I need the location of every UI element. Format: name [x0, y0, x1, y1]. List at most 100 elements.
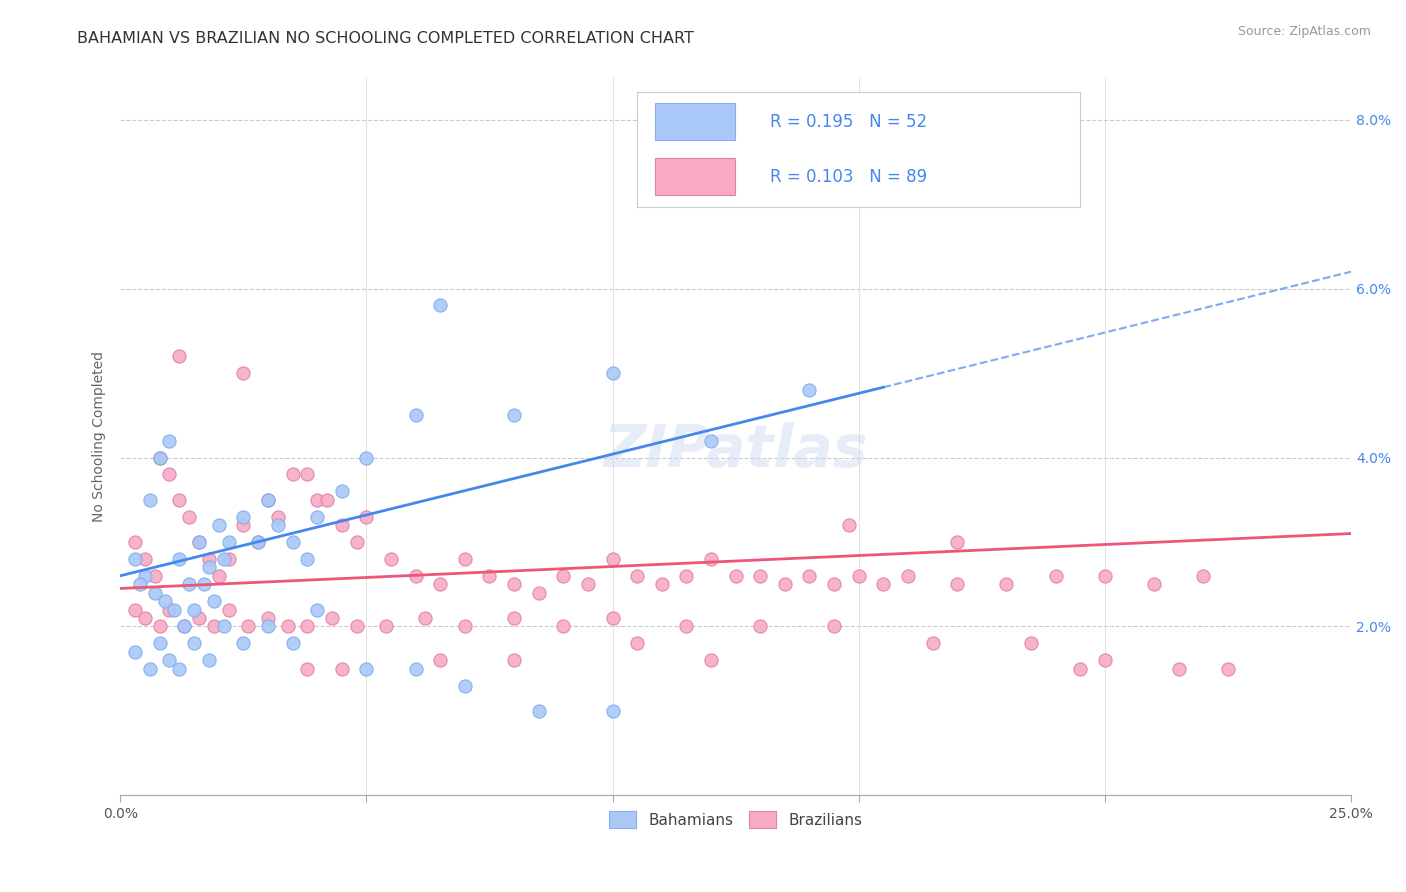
- Point: [179, 509, 201, 524]
- Point: [380, 552, 402, 566]
- Point: [405, 662, 427, 676]
- Point: [247, 535, 270, 549]
- Point: [405, 568, 427, 582]
- Point: [946, 577, 969, 591]
- Point: [297, 467, 319, 482]
- Point: [330, 518, 353, 533]
- Point: [281, 636, 304, 650]
- Point: [1167, 662, 1189, 676]
- Point: [183, 636, 205, 650]
- Point: [602, 366, 624, 380]
- Point: [163, 602, 186, 616]
- Point: [316, 492, 339, 507]
- Point: [232, 518, 254, 533]
- Point: [232, 366, 254, 380]
- Point: [724, 568, 747, 582]
- Point: [454, 552, 477, 566]
- Point: [946, 535, 969, 549]
- Point: [823, 619, 845, 633]
- Point: [307, 509, 329, 524]
- Point: [183, 602, 205, 616]
- Point: [1094, 653, 1116, 667]
- Point: [321, 611, 343, 625]
- Point: [218, 552, 240, 566]
- Point: [134, 552, 156, 566]
- Text: Source: ZipAtlas.com: Source: ZipAtlas.com: [1237, 25, 1371, 38]
- Point: [503, 409, 526, 423]
- Point: [208, 518, 231, 533]
- Point: [749, 619, 772, 633]
- Point: [478, 568, 501, 582]
- Point: [202, 619, 225, 633]
- Point: [848, 568, 870, 582]
- Point: [173, 619, 195, 633]
- Point: [527, 704, 550, 718]
- Point: [346, 535, 368, 549]
- Point: [134, 568, 156, 582]
- Point: [124, 552, 146, 566]
- Point: [749, 568, 772, 582]
- Point: [124, 602, 146, 616]
- Point: [995, 577, 1018, 591]
- Point: [198, 552, 221, 566]
- Point: [527, 585, 550, 599]
- Point: [124, 535, 146, 549]
- Point: [921, 636, 943, 650]
- Point: [626, 568, 648, 582]
- Point: [307, 602, 329, 616]
- Point: [212, 619, 235, 633]
- Point: [651, 577, 673, 591]
- Point: [159, 467, 181, 482]
- Point: [330, 484, 353, 499]
- Point: [149, 636, 172, 650]
- Point: [454, 619, 477, 633]
- Point: [1216, 662, 1239, 676]
- Point: [238, 619, 260, 633]
- Point: [267, 509, 290, 524]
- Point: [281, 467, 304, 482]
- Y-axis label: No Schooling Completed: No Schooling Completed: [93, 351, 107, 522]
- Point: [143, 585, 166, 599]
- Point: [212, 552, 235, 566]
- Point: [188, 611, 211, 625]
- Point: [330, 662, 353, 676]
- Point: [159, 653, 181, 667]
- Point: [257, 492, 280, 507]
- Point: [149, 619, 172, 633]
- Point: [415, 611, 437, 625]
- Legend: Bahamians, Brazilians: Bahamians, Brazilians: [603, 805, 869, 834]
- Point: [218, 535, 240, 549]
- Point: [553, 568, 575, 582]
- Point: [198, 560, 221, 574]
- Point: [188, 535, 211, 549]
- Point: [139, 662, 162, 676]
- Point: [198, 653, 221, 667]
- Point: [799, 383, 821, 397]
- Point: [1045, 568, 1067, 582]
- Point: [700, 552, 723, 566]
- Point: [503, 577, 526, 591]
- Point: [429, 298, 451, 312]
- Point: [576, 577, 599, 591]
- Point: [232, 636, 254, 650]
- Point: [429, 653, 451, 667]
- Point: [208, 568, 231, 582]
- Point: [159, 434, 181, 448]
- Point: [1069, 662, 1091, 676]
- Point: [281, 535, 304, 549]
- Point: [503, 653, 526, 667]
- Text: ZIPatlas: ZIPatlas: [603, 422, 868, 479]
- Point: [1192, 568, 1215, 582]
- Point: [375, 619, 398, 633]
- Point: [602, 704, 624, 718]
- Point: [429, 577, 451, 591]
- Point: [139, 492, 162, 507]
- Point: [356, 509, 378, 524]
- Point: [297, 552, 319, 566]
- Point: [173, 619, 195, 633]
- Point: [1019, 636, 1042, 650]
- Point: [202, 594, 225, 608]
- Point: [602, 552, 624, 566]
- Point: [143, 568, 166, 582]
- Point: [602, 611, 624, 625]
